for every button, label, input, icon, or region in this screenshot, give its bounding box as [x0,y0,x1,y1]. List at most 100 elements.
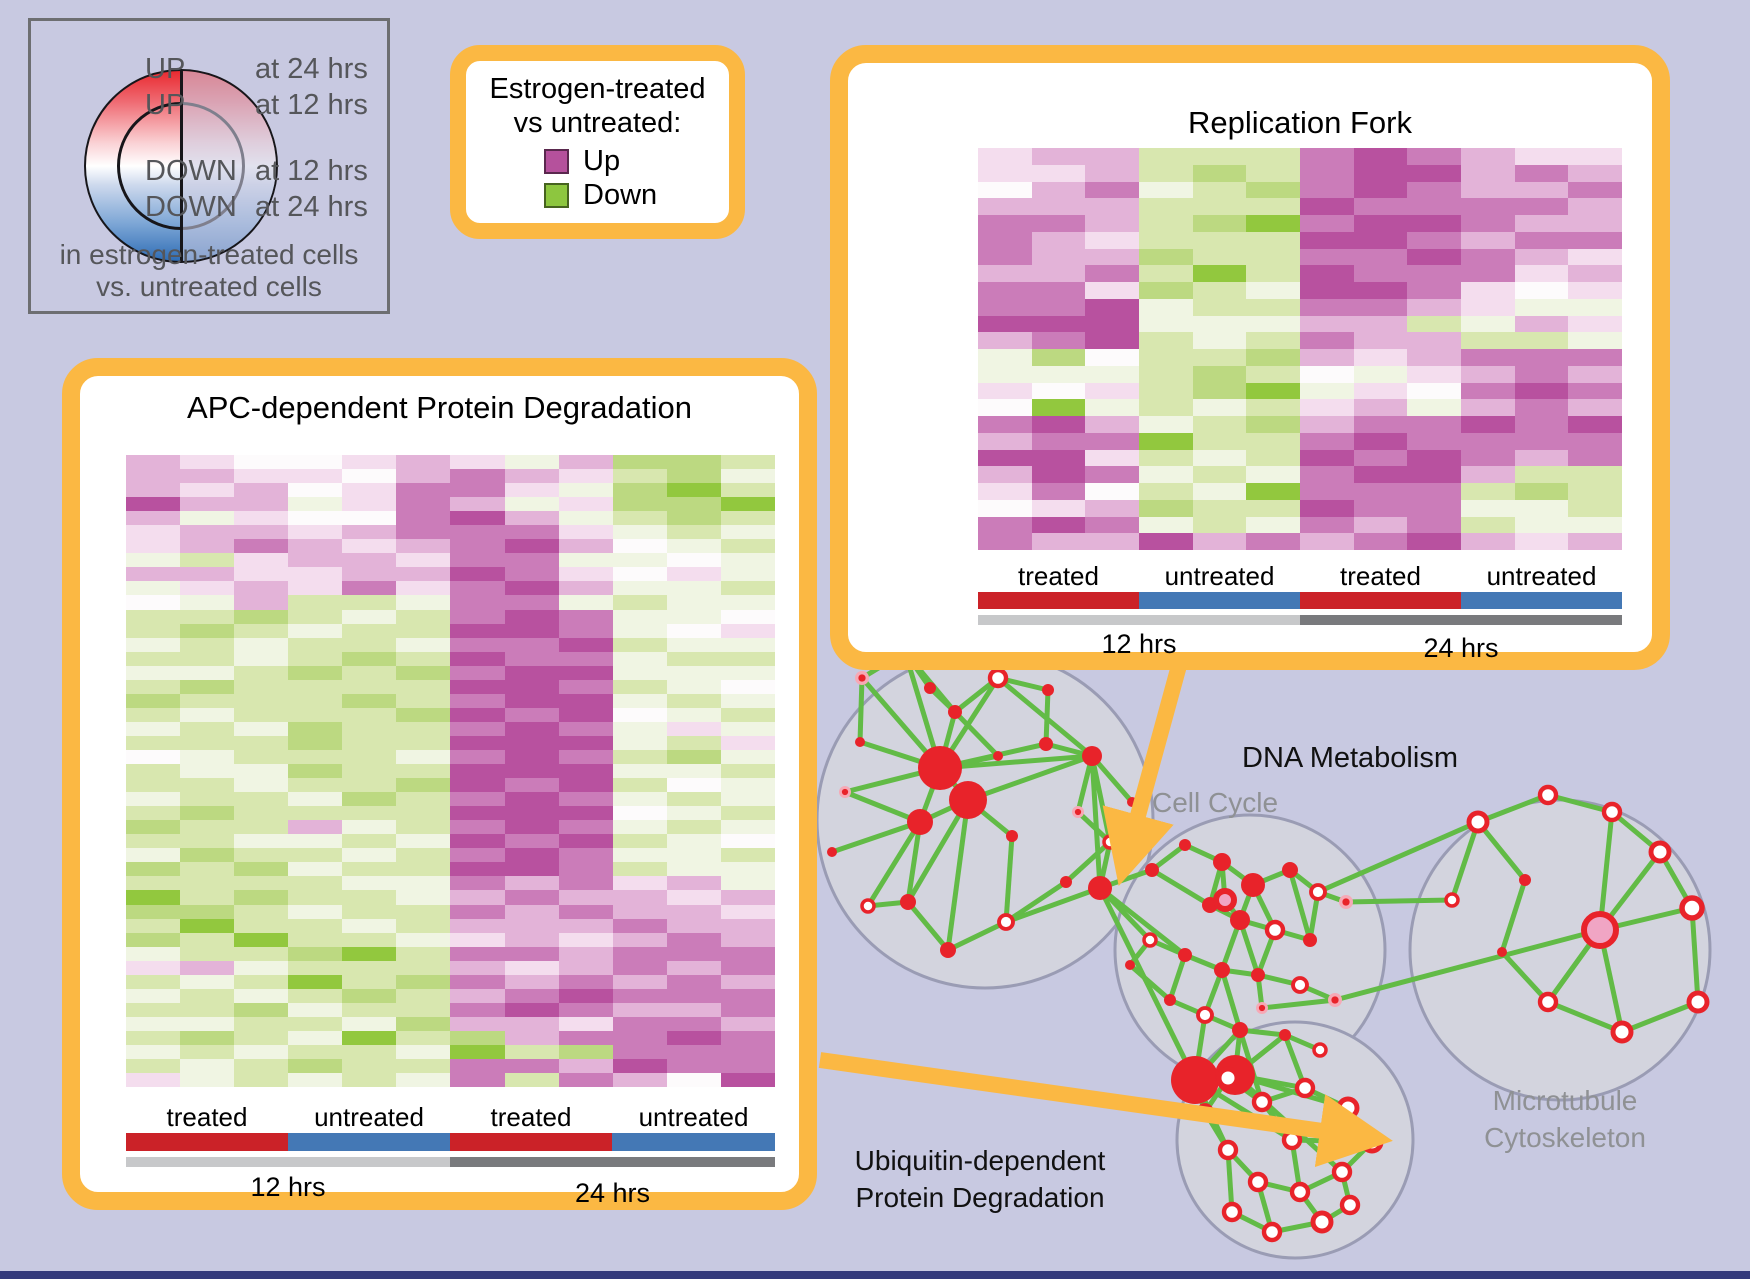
heatmap-cell [1353,248,1408,266]
heatmap-cell [396,960,451,975]
heatmap-cell [1246,365,1301,383]
network-edge [1219,969,1243,1031]
heatmap-cell [612,553,667,568]
heatmap-cell [126,539,181,554]
heatmap-cell [180,567,235,582]
heatmap-cell [612,581,667,596]
heatmap-cell [1300,416,1354,433]
heatmap-cell [342,918,397,933]
heatmap-cell [396,792,451,807]
heatmap-cell [396,932,451,947]
heatmap-row [126,960,775,975]
heatmap-cell [396,946,451,961]
heatmap-cell [504,792,559,807]
heatmap-cell [1407,215,1462,232]
heatmap-cell [666,1030,721,1045]
heatmap-cell [1085,265,1140,282]
heatmap-cell [666,497,721,512]
heatmap-cell [1514,332,1569,349]
heatmap-cell [450,918,505,933]
heatmap-cell [1461,483,1515,500]
heatmap-cell [126,974,181,989]
heatmap-cell [720,1030,775,1045]
network-node-solid [1039,737,1053,751]
heatmap-row [126,525,775,540]
heatmap-cell [1461,382,1515,400]
heatmap-cell [342,946,397,961]
heatmap-cell [978,432,1032,450]
microtubule-label-line1: Microtubule [1492,1085,1638,1116]
heatmap-cell [1568,181,1623,199]
heatmap-cell [666,820,721,835]
heatmap-row [978,265,1623,282]
heatmap-row [126,609,775,624]
heatmap-cell [720,721,775,736]
heatmap-row [126,1016,775,1031]
heatmap-cell [666,707,721,722]
rf-group-label-2: untreated [1164,561,1275,591]
heatmap-cell [720,1059,775,1074]
heatmap-cell [1139,164,1193,182]
heatmap-cell [288,1030,343,1045]
heatmap-cell [1353,181,1408,199]
heatmap-cell [126,806,181,821]
heatmap-cell [126,876,181,891]
heatmap-cell [126,637,181,652]
heatmap-cell [720,637,775,652]
heatmap-cell [1031,282,1086,299]
heatmap-cell [180,1016,235,1031]
network-node-solid [1178,948,1192,962]
heatmap-cell [234,581,289,596]
heatmap-cell [504,834,559,849]
heatmap-cell [1031,483,1086,500]
heatmap-cell [1300,432,1354,450]
treated-bar [450,1133,612,1151]
heatmap-cell [1461,315,1515,333]
heatmap-cell [1192,198,1247,215]
heatmap-cell [1139,282,1193,299]
network-node-big-pink [1581,911,1619,949]
heatmap-cell [504,581,559,596]
heatmap-row [126,1059,775,1074]
network-node-solid [1042,684,1054,696]
heatmap-cell [126,511,181,526]
heatmap-cell [1192,231,1247,249]
heatmap-cell [504,539,559,554]
network-edge [996,676,1094,758]
heatmap-cell [720,581,775,596]
heatmap-cell [396,834,451,849]
network-node-solid [1088,876,1112,900]
heatmap-cell [126,1073,181,1088]
heatmap-cell [612,876,667,891]
heatmap-cell [558,890,613,905]
heatmap-cell [612,1030,667,1045]
heatmap-cell [342,1002,397,1017]
heatmap-cell [1407,432,1462,450]
heatmap-cell [1461,215,1515,232]
heatmap-cell [1031,432,1086,450]
network-node-solid [1230,910,1250,930]
heatmap-cell [558,876,613,891]
heatmap-cell [180,1059,235,1074]
heatmap-cell [504,455,559,470]
heatmap-cell [180,1002,235,1017]
heatmap-row [126,707,775,722]
heatmap-cell [1568,483,1623,500]
heatmap-cell [1246,231,1301,249]
heatmap-cell [180,1073,235,1088]
heatmap-cell [1353,533,1408,550]
heatmap-cell [504,469,559,484]
heatmap-cell [288,469,343,484]
heatmap-cell [504,1002,559,1017]
heatmap-row [126,918,775,933]
rf-time-label-12: 12 hrs [1101,629,1177,659]
heatmap-cell [612,778,667,793]
heatmap-cell [720,595,775,610]
heatmap-cell [1514,466,1569,483]
heatmap-cell [1246,332,1301,349]
heatmap-cell [1246,516,1301,534]
heatmap-cell [180,581,235,596]
heatmap-cell [180,792,235,807]
key-item-up: Up [544,145,620,178]
heatmap-cell [720,890,775,905]
